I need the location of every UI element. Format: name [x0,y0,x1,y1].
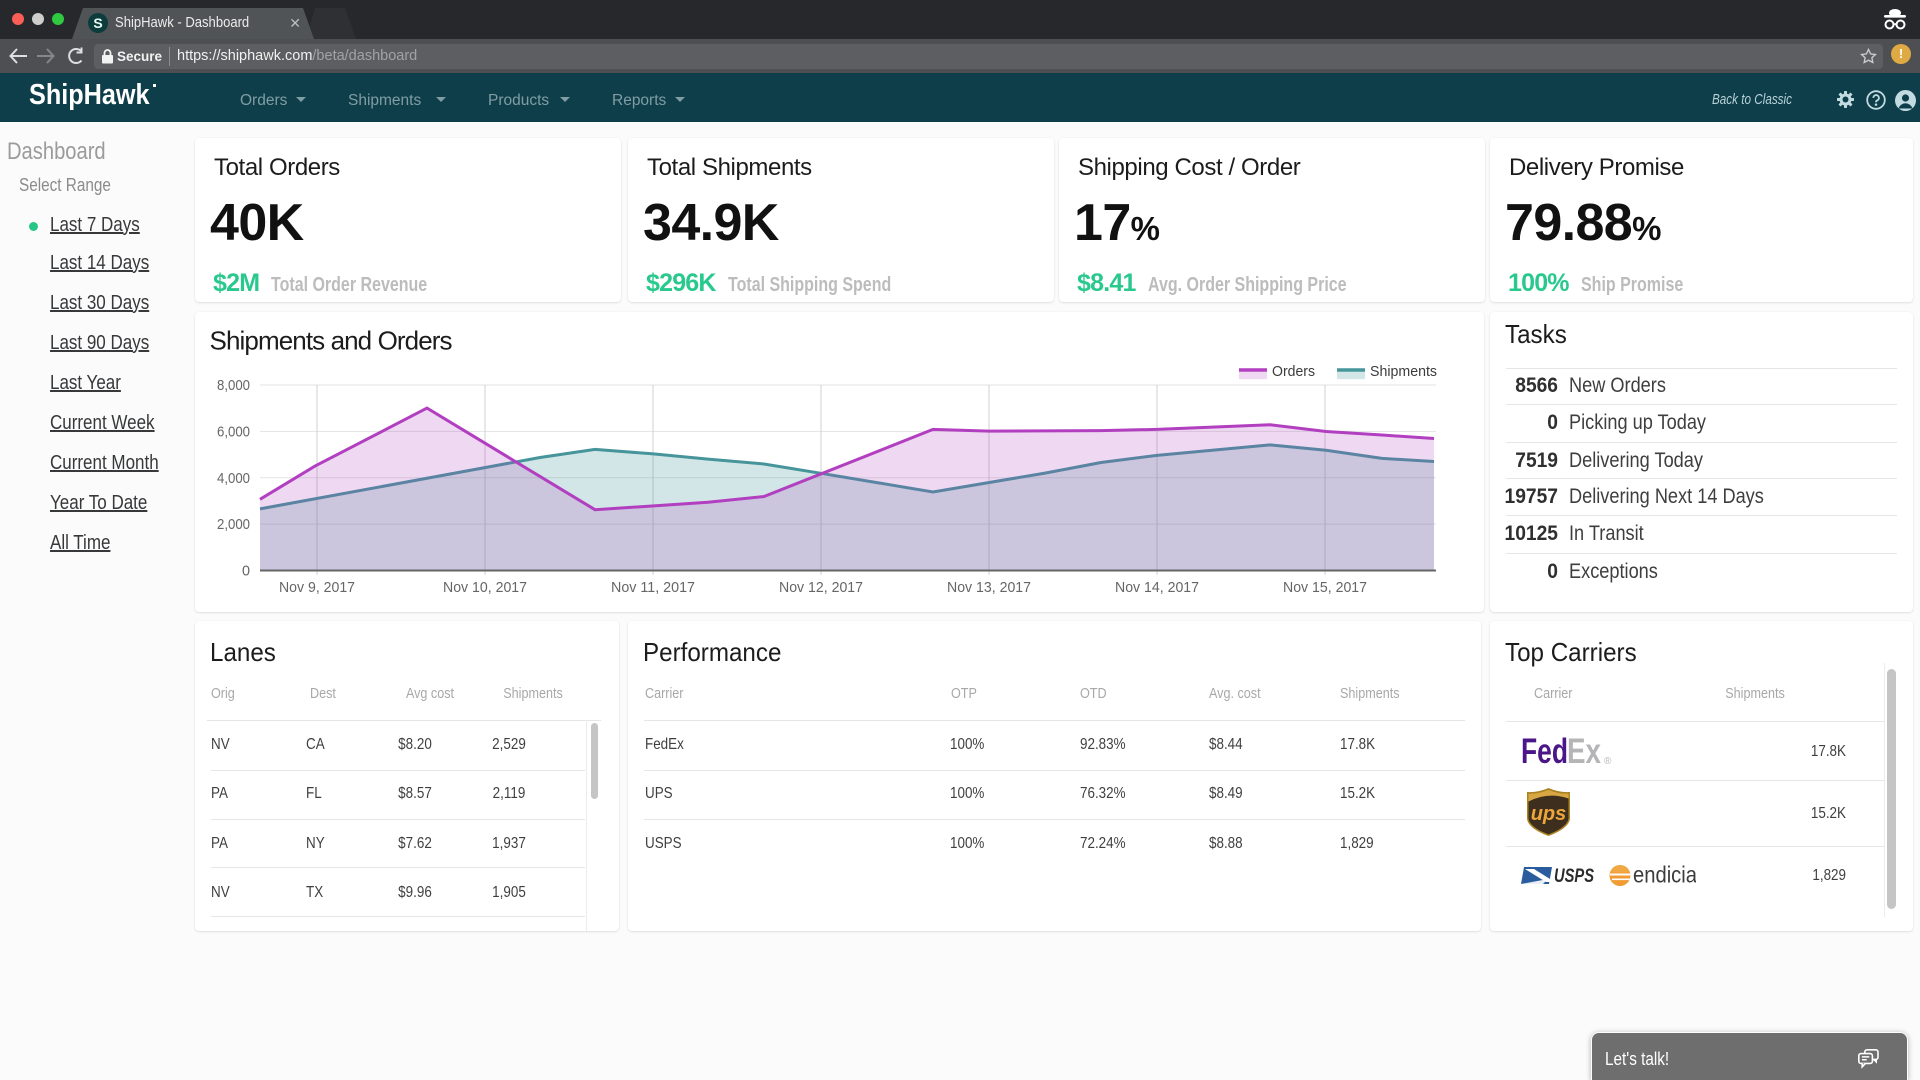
svg-text:Nov 9, 2017: Nov 9, 2017 [279,579,355,596]
svg-text:Nov 13, 2017: Nov 13, 2017 [947,579,1031,596]
svg-text:Orders: Orders [1272,363,1315,380]
svg-text:USPS: USPS [1554,866,1594,887]
svg-text:8,000: 8,000 [217,377,250,394]
svg-text:0: 0 [242,563,250,580]
svg-text:Ex: Ex [1567,737,1601,767]
svg-text:endicia: endicia [1633,863,1696,888]
svg-text:Nov 15, 2017: Nov 15, 2017 [1283,579,1367,596]
svg-text:6,000: 6,000 [217,423,250,440]
svg-text:®: ® [1604,756,1612,767]
svg-text:4,000: 4,000 [217,470,250,487]
svg-text:ups: ups [1531,803,1567,825]
svg-text:Shipments and Orders: Shipments and Orders [210,325,453,355]
svg-text:Nov 10, 2017: Nov 10, 2017 [443,579,527,596]
svg-text:Nov 11, 2017: Nov 11, 2017 [611,579,695,596]
svg-text:Nov 14, 2017: Nov 14, 2017 [1115,579,1199,596]
svg-text:2,000: 2,000 [217,516,250,533]
svg-text:Shipments: Shipments [1370,363,1437,380]
svg-text:Fed: Fed [1521,737,1568,767]
svg-text:Nov 12, 2017: Nov 12, 2017 [779,579,863,596]
